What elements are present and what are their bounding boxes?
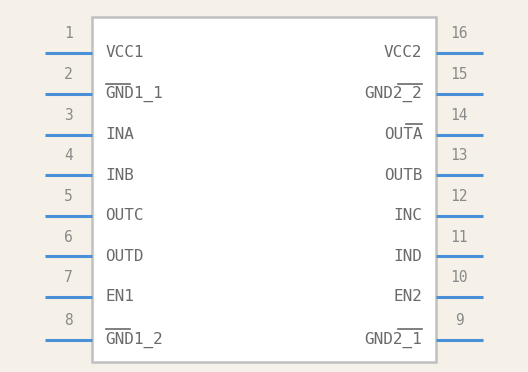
Text: 8: 8 (64, 313, 73, 328)
Text: INA: INA (106, 127, 135, 142)
Text: 1: 1 (64, 26, 73, 41)
Text: 13: 13 (450, 148, 468, 163)
Text: OUTA: OUTA (384, 127, 422, 142)
Text: 16: 16 (450, 26, 468, 41)
Text: 10: 10 (450, 270, 468, 285)
Text: VCC1: VCC1 (106, 45, 144, 60)
Text: 12: 12 (450, 189, 468, 204)
Text: 4: 4 (64, 148, 73, 163)
Text: 6: 6 (64, 230, 73, 244)
Text: VCC2: VCC2 (384, 45, 422, 60)
Text: 11: 11 (450, 230, 468, 244)
Text: 14: 14 (450, 108, 468, 123)
Text: 15: 15 (450, 67, 468, 83)
Text: GND1_2: GND1_2 (106, 332, 163, 348)
Text: OUTC: OUTC (106, 208, 144, 223)
Text: OUTB: OUTB (384, 168, 422, 183)
Text: 2: 2 (64, 67, 73, 83)
Text: EN2: EN2 (393, 289, 422, 304)
Text: OUTD: OUTD (106, 249, 144, 264)
Text: 9: 9 (455, 313, 464, 328)
Text: GND2_1: GND2_1 (365, 332, 422, 348)
Text: GND1_1: GND1_1 (106, 86, 163, 102)
Text: INB: INB (106, 168, 135, 183)
Text: INC: INC (393, 208, 422, 223)
Text: EN1: EN1 (106, 289, 135, 304)
Text: GND2_2: GND2_2 (365, 86, 422, 102)
Text: 7: 7 (64, 270, 73, 285)
Text: 3: 3 (64, 108, 73, 123)
Text: IND: IND (393, 249, 422, 264)
Text: 5: 5 (64, 189, 73, 204)
Bar (92, 17, 436, 362)
